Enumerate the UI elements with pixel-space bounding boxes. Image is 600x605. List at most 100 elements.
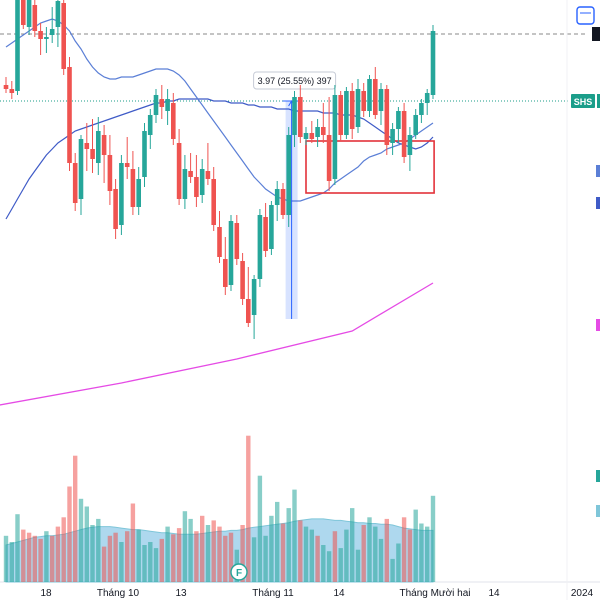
volume-bar [113, 532, 118, 582]
candle-body [165, 99, 170, 111]
candle-body [3, 85, 9, 89]
volume-bar [263, 535, 268, 582]
volume-bar [119, 542, 124, 582]
candle-body [349, 91, 355, 129]
volume-bar [228, 532, 234, 582]
volume-bar [396, 543, 401, 582]
ma-fast-line [5, 18, 434, 202]
candle-body [188, 171, 193, 177]
ma-fast-axis-tag [596, 165, 600, 177]
consolidation-box[interactable] [305, 140, 435, 194]
volume-bar [350, 508, 355, 582]
ma-slow-axis-tag [596, 197, 600, 209]
volume-bar [32, 535, 37, 582]
symbol-tag-edge [597, 94, 600, 108]
symbol-price-tag[interactable] [571, 94, 595, 108]
candle-body [228, 221, 234, 285]
volume-bar [332, 531, 338, 582]
volume-bar [125, 531, 130, 582]
volume-bar [217, 526, 222, 582]
candle-body [413, 115, 418, 135]
candle-body [401, 111, 407, 157]
overlay-ui: SHS F [230, 6, 600, 581]
volume-axis-tag [596, 470, 600, 482]
volume-bar [315, 535, 320, 582]
symbol-label: SHS [574, 97, 593, 107]
candle-body [113, 189, 118, 229]
candle-body [407, 135, 413, 155]
volume-bar [355, 549, 361, 582]
candle-body [153, 95, 159, 115]
volume-bar [378, 538, 384, 582]
financials-event-marker[interactable]: F [230, 563, 248, 581]
volume-bar [286, 508, 291, 582]
candle-body [384, 89, 390, 145]
volume-bar [3, 535, 9, 582]
volume-bar [413, 509, 418, 582]
volume-bar [9, 542, 14, 582]
volume-ma-axis-tag [596, 505, 600, 517]
time-axis-label: 13 [175, 588, 187, 599]
candle-body [338, 95, 343, 135]
volume-bar [200, 515, 205, 582]
time-axis: 18 Tháng 10 13 Tháng 11 14 Tháng Mười hai 14 20… [40, 588, 593, 599]
candle-body [355, 89, 361, 127]
candle-body [107, 155, 113, 191]
volume-bar [390, 558, 395, 582]
event-letter: F [236, 568, 242, 579]
candle-body [26, 0, 32, 27]
calendar-icon[interactable] [576, 6, 595, 25]
measure-label: 3.97 (25.55%) 397 [258, 76, 332, 86]
candle-body [142, 131, 147, 177]
candle-body [234, 223, 240, 259]
candle-body [136, 179, 141, 207]
volume-bar [321, 545, 326, 582]
candle-body [15, 0, 20, 91]
volume-bar [165, 526, 170, 582]
volume-bar [407, 529, 413, 582]
volume-bar [159, 538, 164, 582]
measure-label-box [253, 71, 337, 90]
candle-body [96, 131, 101, 163]
volume-bar [240, 525, 245, 582]
candle-body [430, 31, 436, 95]
volume-bar [15, 514, 20, 582]
volume-bar [401, 517, 407, 582]
candle-body [332, 95, 338, 179]
candle-body [72, 163, 78, 203]
time-axis-label: Tháng 11 [252, 588, 294, 599]
ma-long-axis-tag [596, 319, 600, 331]
volume-bar [26, 532, 32, 582]
volume-pane [3, 435, 436, 583]
ma-slow-line [5, 98, 434, 220]
volume-bar [251, 537, 257, 582]
candle-body [240, 261, 245, 299]
candle-body [147, 115, 153, 135]
volume-bar [211, 520, 216, 582]
candle-body [176, 143, 182, 199]
volume-bar [153, 548, 159, 582]
volume-bar [21, 529, 26, 582]
candle-body [373, 79, 378, 115]
volume-bar [223, 535, 228, 582]
volume-bar [38, 538, 43, 582]
candle-body [101, 135, 107, 155]
candle-body [326, 135, 332, 181]
candle-body [303, 133, 309, 139]
candle-body [90, 149, 95, 159]
candles [3, 0, 436, 339]
moving-averages [0, 18, 434, 406]
candle-body [38, 31, 43, 39]
candle-body [292, 97, 297, 135]
candle-body [55, 1, 61, 27]
candle-body [269, 205, 274, 249]
volume-bar [176, 528, 182, 582]
candle-body [321, 127, 326, 135]
candle-body [84, 143, 90, 149]
volume-bar [344, 529, 349, 582]
candle-body [194, 177, 199, 197]
candle-body [361, 91, 366, 111]
volume-bar [142, 545, 147, 582]
volume-bar [194, 531, 199, 582]
